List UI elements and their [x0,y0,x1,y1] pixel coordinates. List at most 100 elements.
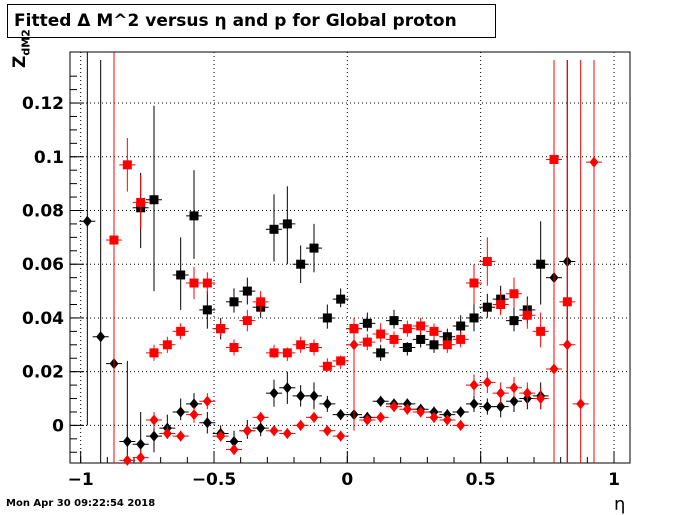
data-point-diamond [456,419,466,431]
data-point-diamond [389,401,399,413]
data-point-square [442,340,452,350]
data-point-square [309,243,319,253]
data-point-square [122,160,132,170]
data-point-square [269,348,279,358]
data-point-square [149,195,159,205]
data-point-square [229,342,239,352]
data-point-square [362,318,372,328]
data-point-diamond [202,417,212,429]
data-point-square [429,326,439,336]
data-point-diamond [589,156,599,168]
data-point-square [242,286,252,296]
data-point-diamond [229,436,239,448]
data-point-square [456,321,466,331]
data-point-diamond [176,406,186,418]
x-tick-label: 1 [608,470,620,490]
y-tick-label: 0 [52,416,64,436]
data-point-diamond [242,425,252,437]
data-point-square [402,342,412,352]
data-point-diamond [482,401,492,413]
data-point-square [322,361,332,371]
data-point-square [336,294,346,304]
data-point-square [162,340,172,350]
data-point-square [389,334,399,344]
data-point-diamond [122,454,132,466]
data-point-diamond [456,406,466,418]
data-point-square [296,259,306,269]
data-point-square [229,297,239,307]
chart-title: Fitted Δ M^2 versus η and p for Global p… [14,11,457,31]
data-point-diamond [509,382,519,394]
data-point-diamond [309,390,319,402]
data-point-diamond [562,339,572,351]
data-point-diamond [256,422,266,434]
data-point-diamond [122,436,132,448]
data-point-diamond [269,387,279,399]
data-point-diamond [536,393,546,405]
data-point-square [176,270,186,280]
data-point-diamond [322,398,332,410]
data-point-diamond [282,427,292,439]
data-point-square [536,259,546,269]
data-point-diamond [282,382,292,394]
data-point-diamond [402,403,412,415]
data-point-diamond [522,387,532,399]
data-point-square [469,313,479,323]
data-point-square [322,313,332,323]
data-point-square [496,300,506,310]
data-point-diamond [416,406,426,418]
y-tick-label: 0.08 [22,201,64,221]
data-point-diamond [269,425,279,437]
y-tick-label: 0.06 [22,255,64,275]
plot-frame [69,51,631,464]
data-point-diamond [509,395,519,407]
data-point-diamond [336,430,346,442]
data-point-square [136,197,146,207]
data-point-diamond [376,411,386,423]
data-point-square [416,334,426,344]
data-point-square [509,316,519,326]
data-point-diamond [216,430,226,442]
data-point-square [269,224,279,234]
data-point-diamond [296,419,306,431]
data-point-diamond [482,376,492,388]
data-point-square [242,316,252,326]
data-point-diamond [336,409,346,421]
data-point-diamond [229,444,239,456]
data-point-diamond [442,414,452,426]
data-point-square [282,348,292,358]
data-point-diamond [549,363,559,375]
data-point-diamond [256,411,266,423]
data-point-diamond [136,452,146,464]
data-point-square [362,337,372,347]
data-point-diamond [149,414,159,426]
data-point-diamond [202,395,212,407]
data-point-diamond [162,427,172,439]
x-tick-label: 0.5 [466,470,496,490]
data-point-square [402,324,412,334]
data-point-square [469,278,479,288]
data-point-square [256,297,266,307]
data-point-square [376,348,386,358]
x-tick-label: 0 [341,470,353,490]
data-point-square [536,326,546,336]
data-point-diamond [322,425,332,437]
data-point-diamond [176,430,186,442]
data-point-square [336,356,346,366]
data-point-diamond [189,409,199,421]
data-point-diamond [149,430,159,442]
data-point-square [429,340,439,350]
data-point-diamond [296,390,306,402]
data-point-diamond [96,331,106,343]
data-point-square [149,348,159,358]
data-point-diamond [309,411,319,423]
data-point-square [389,316,399,326]
y-tick-label: 0.02 [22,363,64,383]
data-point-diamond [429,411,439,423]
x-tick-label: −1 [68,470,94,490]
data-point-square [376,329,386,339]
data-point-diamond [496,387,506,399]
y-tick-label: 0.1 [34,148,64,168]
data-point-square [509,289,519,299]
